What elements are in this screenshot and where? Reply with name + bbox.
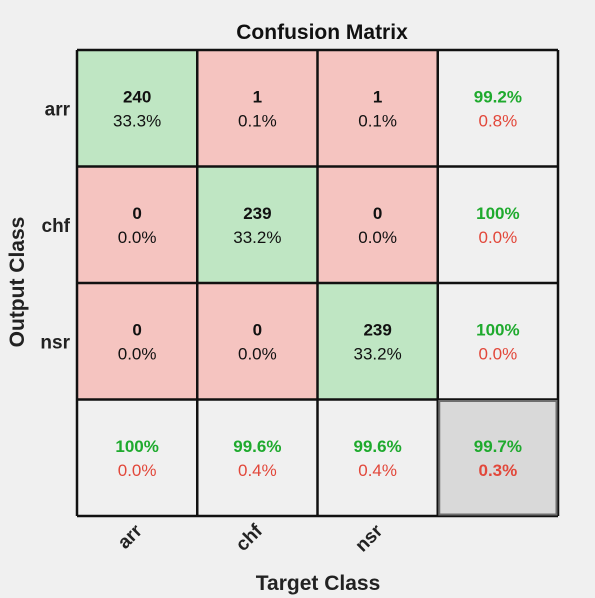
summary-wrong: 0.0% <box>479 228 518 247</box>
x-axis-label: Target Class <box>256 572 381 595</box>
row-summary-cell: 99.2% 0.8% <box>437 50 558 167</box>
summary-wrong: 0.0% <box>479 344 518 363</box>
matrix-cell: 239 33.2% <box>197 166 318 283</box>
cell-count: 0 <box>132 204 141 223</box>
cell-count: 240 <box>123 87 151 106</box>
matrix-cell-bg <box>197 166 318 283</box>
cell-count: 0 <box>373 204 382 223</box>
col-summary-cell: 99.6% 0.4% <box>197 399 318 516</box>
overall-cell-border <box>438 400 558 516</box>
row-summary-cell-bg <box>437 50 558 167</box>
summary-wrong: 0.0% <box>118 461 157 480</box>
col-summary-cell-bg <box>77 399 198 516</box>
row-summary-cell-bg <box>437 283 558 400</box>
matrix-cell: 0 0.0% <box>317 166 438 283</box>
x-tick-label: nsr <box>351 520 387 556</box>
overall-correct: 99.7% <box>474 437 522 456</box>
matrix-cell-bg <box>317 283 438 400</box>
summary-correct: 100% <box>115 437 158 456</box>
summary-wrong: 0.4% <box>358 461 397 480</box>
matrix-cell: 239 33.2% <box>317 283 438 400</box>
matrix-cell: 240 33.3% <box>77 50 198 167</box>
row-summary-cell: 100% 0.0% <box>437 283 558 400</box>
y-tick-label: chf <box>42 216 71 237</box>
matrix-cell: 0 0.0% <box>197 283 318 400</box>
col-summary-cell-bg <box>197 399 318 516</box>
matrix-cell-bg <box>197 283 318 400</box>
summary-wrong: 0.4% <box>238 461 277 480</box>
matrix-cell-bg <box>317 50 438 167</box>
x-tick-label: arr <box>114 520 147 553</box>
cell-percent: 0.0% <box>118 228 157 247</box>
matrix-cell-bg <box>77 283 198 400</box>
row-summary-cell-bg <box>437 166 558 283</box>
cell-percent: 0.1% <box>238 111 277 130</box>
cell-count: 1 <box>253 87 262 106</box>
matrix-cells: 240 33.3% 1 0.1% 1 0.1% 0 0.0% 239 33.2% 0 0.0% 0 0.0… <box>77 50 558 516</box>
cell-count: 239 <box>243 204 271 223</box>
y-tick-label: arr <box>45 99 71 120</box>
summary-correct: 100% <box>476 204 519 223</box>
y-tick-label: nsr <box>40 332 70 353</box>
cell-percent: 0.0% <box>118 344 157 363</box>
matrix-cell-bg <box>317 166 438 283</box>
overall-wrong: 0.3% <box>479 461 518 480</box>
x-tick-label: chf <box>232 520 267 555</box>
overall-accuracy-cell-bg <box>437 399 558 516</box>
matrix-cell: 1 0.1% <box>317 50 438 167</box>
matrix-grid <box>75 48 560 518</box>
cell-percent: 0.0% <box>358 228 397 247</box>
cell-count: 0 <box>132 320 141 339</box>
cell-percent: 33.2% <box>354 344 402 363</box>
summary-correct: 99.2% <box>474 87 522 106</box>
matrix-cell-bg <box>77 50 198 167</box>
summary-correct: 99.6% <box>354 437 402 456</box>
summary-wrong: 0.8% <box>479 111 518 130</box>
row-summary-cell: 100% 0.0% <box>437 166 558 283</box>
cell-count: 0 <box>253 320 262 339</box>
col-summary-cell: 100% 0.0% <box>77 399 198 516</box>
overall-accuracy-cell: 99.7% 0.3% <box>437 399 558 516</box>
matrix-cell-bg <box>197 50 318 167</box>
matrix-cell: 0 0.0% <box>77 166 198 283</box>
cell-percent: 33.3% <box>113 111 161 130</box>
y-axis-label: Output Class <box>6 217 29 348</box>
matrix-cell-bg <box>77 166 198 283</box>
summary-correct: 99.6% <box>233 437 281 456</box>
chart-title: Confusion Matrix <box>236 21 408 44</box>
matrix-cell: 0 0.0% <box>77 283 198 400</box>
cell-percent: 0.1% <box>358 111 397 130</box>
cell-percent: 0.0% <box>238 344 277 363</box>
cell-count: 1 <box>373 87 382 106</box>
col-summary-cell: 99.6% 0.4% <box>317 399 438 516</box>
summary-correct: 100% <box>476 320 519 339</box>
matrix-cell: 1 0.1% <box>197 50 318 167</box>
col-summary-cell-bg <box>317 399 438 516</box>
cell-count: 239 <box>363 320 391 339</box>
cell-percent: 33.2% <box>233 228 281 247</box>
